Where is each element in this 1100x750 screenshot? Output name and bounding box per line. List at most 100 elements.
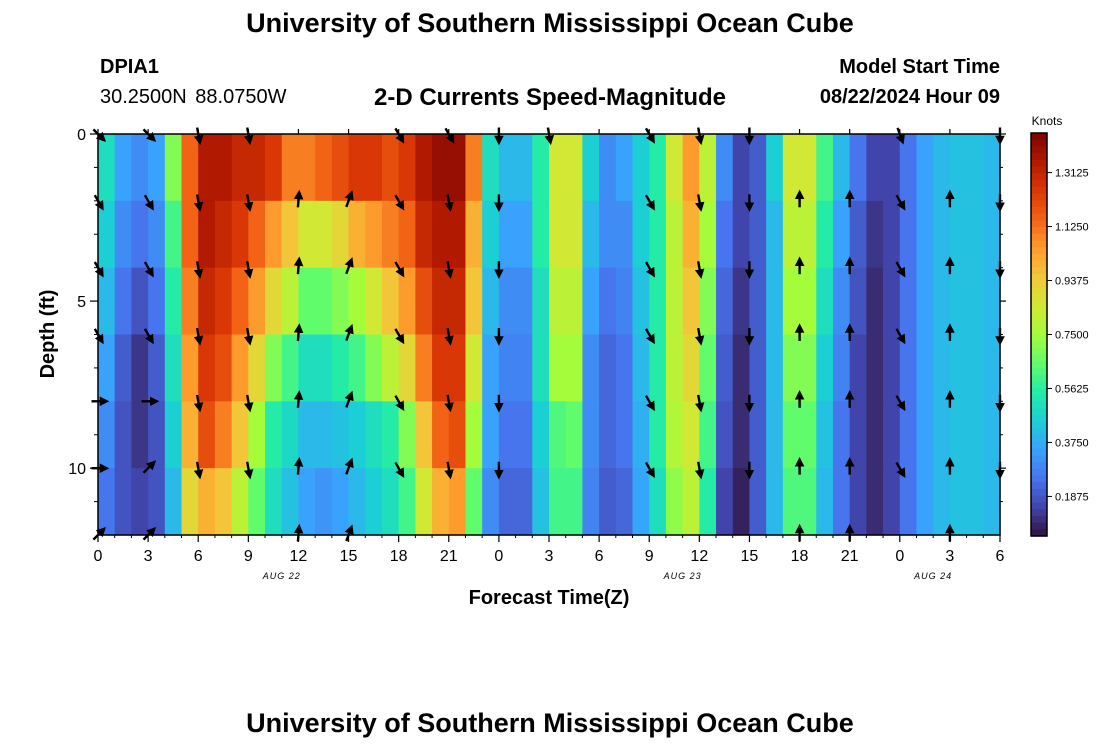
heatmap-cell [732, 267, 751, 336]
colorbar-swatch [1031, 529, 1047, 537]
heatmap-cell [983, 334, 1001, 402]
x-tick-label: 0 [494, 548, 503, 565]
heatmap-cell [98, 468, 116, 536]
heatmap-cell [432, 334, 450, 402]
colorbar-swatch [1031, 267, 1047, 275]
heatmap-cell [114, 200, 132, 269]
heatmap-cell [933, 267, 951, 336]
heatmap-cell [582, 200, 600, 269]
colorbar-swatch [1031, 240, 1047, 248]
heatmap-cell [565, 334, 583, 402]
x-tick-label: 3 [945, 548, 954, 565]
colorbar-swatch [1031, 253, 1047, 262]
colorbar-swatch [1031, 200, 1047, 208]
heatmap-cell [365, 468, 383, 536]
heatmap-cell [732, 401, 751, 469]
heatmap-cell [214, 468, 233, 536]
heatmap-cell [365, 334, 383, 402]
heatmap-cell [498, 200, 517, 269]
heatmap-cell [916, 267, 934, 336]
colorbar-swatch [1031, 428, 1047, 436]
heatmap-cell [615, 134, 634, 202]
current-arrow [895, 395, 906, 412]
current-arrow [243, 194, 254, 212]
footer-title: University of Southern Mississippi Ocean… [246, 708, 854, 738]
colorbar-swatch [1031, 173, 1047, 181]
heatmap-cell [615, 267, 634, 336]
heatmap-cell [198, 334, 216, 402]
colorbar-tick-label: 1.1250 [1055, 222, 1089, 234]
heatmap-cell [749, 468, 767, 536]
heatmap-cell [849, 134, 867, 202]
colorbar-tick-label: 0.1875 [1055, 491, 1089, 503]
current-arrow [394, 461, 405, 478]
heatmap-cell [649, 401, 667, 469]
date-label: AUG 23 [663, 571, 702, 581]
heatmap-cell [281, 401, 300, 469]
colorbar-swatch [1031, 186, 1047, 195]
current-arrow [444, 261, 454, 279]
x-tick-label: 18 [791, 548, 809, 565]
heatmap-cell [899, 401, 918, 469]
x-tick-label: 21 [440, 548, 458, 565]
colorbar-swatch [1031, 415, 1047, 423]
heatmap-cell [549, 200, 567, 269]
heatmap-cell [883, 401, 901, 469]
current-arrow [895, 261, 906, 278]
colorbar-swatch [1031, 341, 1047, 349]
heatmap-cell [866, 200, 884, 269]
heatmap-cell [682, 200, 700, 269]
current-arrow [243, 261, 254, 279]
heatmap-cell [615, 401, 634, 469]
heatmap-cell [415, 334, 433, 402]
heatmap-cell [298, 200, 316, 269]
heatmap-cell [231, 334, 249, 402]
current-arrow [694, 194, 705, 212]
colorbar-swatch [1031, 334, 1047, 342]
heatmap-cell [298, 267, 316, 336]
x-tick-label: 15 [340, 548, 358, 565]
heatmap-cell [231, 200, 249, 269]
heatmap-cell [883, 267, 901, 336]
heatmap-cell [682, 267, 700, 336]
heatmap-cell [381, 401, 400, 469]
heatmap-cell [248, 401, 266, 469]
current-arrow [444, 394, 454, 413]
colorbar-swatch [1031, 146, 1047, 154]
heatmap-cell [983, 468, 1001, 536]
current-arrow [193, 394, 204, 413]
heatmap-cell [599, 401, 617, 469]
current-arrow [344, 457, 354, 475]
heatmap-cell [448, 334, 467, 402]
heatmap-cell [649, 134, 667, 202]
current-arrow [193, 194, 204, 212]
colorbar-swatch [1031, 274, 1047, 282]
heatmap-cell [448, 267, 467, 336]
heatmap-cell [148, 401, 166, 469]
colorbar-swatch [1031, 347, 1047, 356]
current-arrow [394, 395, 405, 412]
current-arrow [344, 390, 354, 408]
current-arrow [644, 261, 655, 278]
heatmap-cell [716, 267, 734, 336]
heatmap-cell [782, 334, 801, 402]
x-tick-label: 21 [841, 548, 859, 565]
heatmap-cell [899, 200, 918, 269]
heatmap-cell [265, 134, 283, 202]
heatmap-cell [916, 468, 934, 536]
heatmap-cell [281, 468, 300, 536]
heatmap-cell [732, 200, 751, 269]
heatmap-cell [281, 267, 300, 336]
heatmap-cell [214, 334, 233, 402]
heatmap-cell [816, 468, 834, 536]
current-arrow [344, 190, 354, 208]
heatmap-cell [265, 267, 283, 336]
current-arrow [193, 261, 204, 279]
heatmap-cell [248, 134, 266, 202]
heatmap-cell [131, 134, 149, 202]
speed-heatmap [98, 134, 1001, 536]
heatmap-cell [164, 334, 183, 402]
current-arrow [444, 194, 454, 212]
heatmap-cell [933, 200, 951, 269]
heatmap-cell [949, 200, 968, 269]
